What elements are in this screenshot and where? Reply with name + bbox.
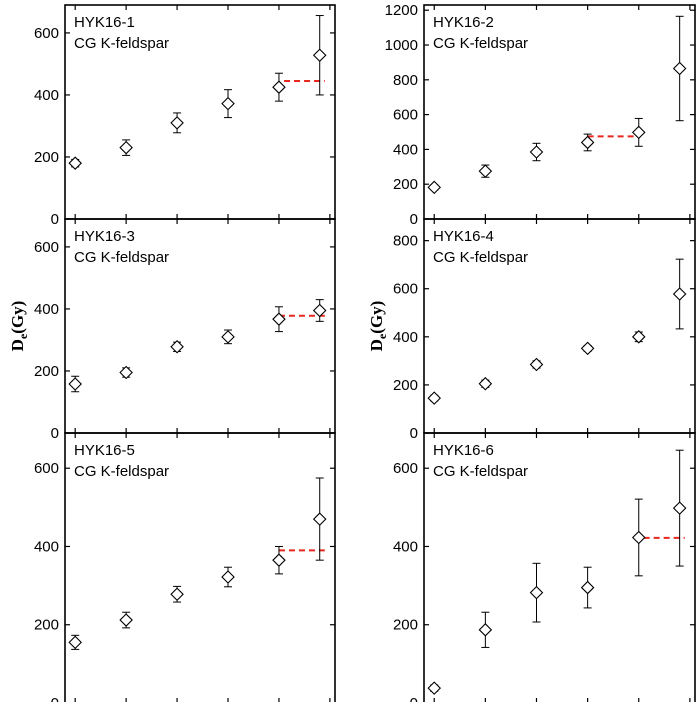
panel-hyk16-1: 0 200 400 600 HYK16-1 CG K-feldspar [34, 4, 336, 228]
data-point [631, 330, 646, 344]
panel-title: HYK16-5 [74, 442, 135, 459]
data-point [119, 613, 133, 627]
panel-subtitle: CG K-feldspar [74, 463, 169, 480]
data-point [170, 116, 184, 130]
data-point [312, 512, 327, 526]
data-point [68, 156, 82, 170]
y-tick-label: 600 [393, 281, 418, 298]
y-tick-label: 200 [34, 149, 59, 166]
data-point [478, 376, 493, 391]
data-point [672, 61, 687, 76]
data-point [221, 570, 235, 584]
y-tick-label: 400 [393, 329, 418, 346]
y-tick-label: 400 [34, 301, 59, 318]
panel-frame [64, 432, 336, 702]
y-axis-label: De(Gy) [8, 301, 30, 352]
data-point [529, 357, 544, 372]
y-tick-label: 1000 [385, 37, 418, 54]
y-tick-label: 200 [393, 377, 418, 394]
data-point [427, 180, 442, 195]
y-tick-label: 200 [393, 617, 418, 634]
data-point [68, 377, 82, 391]
panel-title: HYK16-4 [433, 228, 494, 245]
data-point [427, 391, 442, 405]
data-point [580, 580, 595, 595]
y-tick-label: 400 [393, 141, 418, 158]
y-axis-label: De(Gy) [367, 301, 389, 352]
data-point [631, 125, 646, 140]
y-tick-label: 1200 [385, 2, 418, 19]
data-point [221, 330, 235, 344]
data-point [272, 312, 286, 326]
panel-hyk16-2: 0 200 400 600 800 1000 1200 HYK16-2 CG K-feldspa… [385, 2, 696, 228]
y-tick-label: 600 [34, 239, 59, 256]
data-point [427, 681, 442, 695]
data-point [68, 635, 82, 650]
y-tick-label: 400 [393, 538, 418, 555]
data-point [170, 340, 184, 354]
panel-title: HYK16-6 [433, 442, 494, 459]
panel-hyk16-5: 0 200 400 600 HYK16-5 CG K-feldspar [34, 432, 336, 702]
data-point [478, 623, 493, 637]
y-tick-label: 0 [51, 211, 59, 228]
y-tick-label: 600 [34, 460, 59, 477]
y-tick-label: 200 [34, 363, 59, 380]
y-tick-label: 600 [393, 107, 418, 124]
y-tick-label: 400 [34, 87, 59, 104]
data-point [312, 303, 327, 318]
y-tick-label: 800 [393, 233, 418, 250]
data-point [119, 140, 133, 155]
y-tick-label: 200 [34, 617, 59, 634]
panel-subtitle: CG K-feldspar [74, 35, 169, 52]
panel-subtitle: CG K-feldspar [433, 249, 528, 266]
data-point [272, 80, 286, 94]
data-point [221, 96, 235, 111]
data-point [672, 501, 687, 515]
panel-hyk16-6: 0 200 400 600 HYK16-6 CG K-feldspar [393, 432, 696, 702]
panel-hyk16-3: 0 200 400 600 HYK16-3 CG K-feldspar De(Gy) [8, 218, 336, 442]
y-tick-label: 400 [34, 538, 59, 555]
data-point [580, 341, 595, 356]
data-point [529, 585, 544, 600]
panel-subtitle: CG K-feldspar [74, 249, 169, 266]
data-point [631, 530, 646, 545]
data-point [580, 135, 595, 150]
data-point [478, 164, 493, 178]
y-tick-label: 0 [410, 425, 418, 442]
panel-hyk16-4: 0 200 400 600 800 HYK16-4 CG K-feldspar De(Gy) [367, 218, 696, 442]
data-point [672, 287, 687, 301]
y-tick-label: 0 [410, 211, 418, 228]
y-tick-label: 0 [51, 695, 59, 702]
y-tick-label: 600 [34, 25, 59, 42]
y-tick-label: 600 [393, 460, 418, 477]
data-point [170, 587, 184, 601]
panel-title: HYK16-3 [74, 228, 135, 245]
y-tick-label: 800 [393, 72, 418, 89]
panel-title: HYK16-1 [74, 14, 135, 31]
y-tick-label: 0 [410, 695, 418, 702]
panel-subtitle: CG K-feldspar [433, 35, 528, 52]
data-point [312, 48, 327, 63]
y-tick-label: 200 [393, 176, 418, 193]
data-point [272, 553, 286, 567]
data-point [119, 365, 133, 380]
panel-frame [423, 432, 696, 702]
y-tick-label: 0 [51, 425, 59, 442]
panel-title: HYK16-2 [433, 14, 494, 31]
panel-subtitle: CG K-feldspar [433, 463, 528, 480]
data-point [529, 145, 544, 159]
